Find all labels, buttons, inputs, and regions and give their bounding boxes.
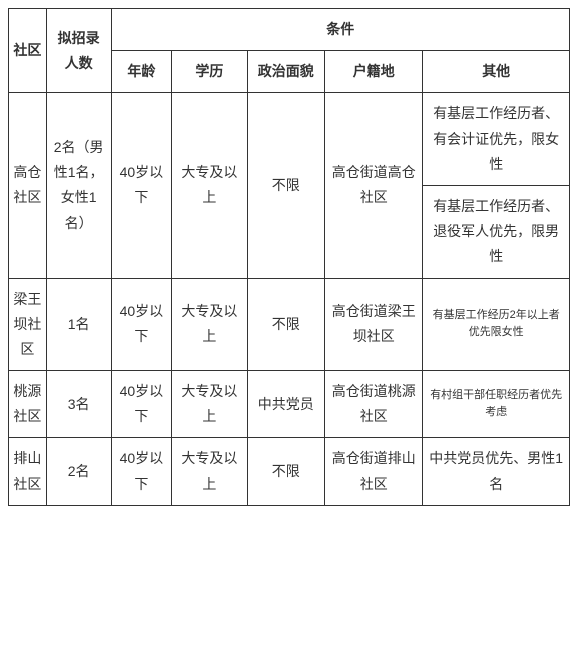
cell-other: 有基层工作经历者、退役军人优先，限男性 xyxy=(423,185,570,278)
header-education: 学历 xyxy=(172,51,247,93)
cell-age: 40岁以下 xyxy=(111,93,172,278)
header-political: 政治面貌 xyxy=(247,51,324,93)
cell-residence: 高仓街道梁王坝社区 xyxy=(325,278,423,371)
cell-education: 大专及以上 xyxy=(172,438,247,505)
recruitment-table: 社区 拟招录人数 条件 年龄 学历 政治面貌 户籍地 其他 高仓社区 2名（男性… xyxy=(8,8,570,506)
cell-community: 桃源社区 xyxy=(9,371,47,438)
header-row-1: 社区 拟招录人数 条件 xyxy=(9,9,570,51)
header-age: 年龄 xyxy=(111,51,172,93)
cell-count: 3名 xyxy=(46,371,111,438)
cell-community: 梁王坝社区 xyxy=(9,278,47,371)
cell-residence: 高仓街道高仓社区 xyxy=(325,93,423,278)
table-row: 排山社区 2名 40岁以下 大专及以上 不限 高仓街道排山社区 中共党员优先、男… xyxy=(9,438,570,505)
table-row: 梁王坝社区 1名 40岁以下 大专及以上 不限 高仓街道梁王坝社区 有基层工作经… xyxy=(9,278,570,371)
cell-age: 40岁以下 xyxy=(111,371,172,438)
table-row: 桃源社区 3名 40岁以下 大专及以上 中共党员 高仓街道桃源社区 有村组干部任… xyxy=(9,371,570,438)
cell-political: 不限 xyxy=(247,93,324,278)
cell-education: 大专及以上 xyxy=(172,93,247,278)
cell-community: 高仓社区 xyxy=(9,93,47,278)
cell-other: 有基层工作经历2年以上者优先限女性 xyxy=(423,278,570,371)
cell-count: 2名 xyxy=(46,438,111,505)
cell-political: 中共党员 xyxy=(247,371,324,438)
header-conditions: 条件 xyxy=(111,9,569,51)
header-count: 拟招录人数 xyxy=(46,9,111,93)
cell-other: 有基层工作经历者、有会计证优先，限女性 xyxy=(423,93,570,186)
cell-age: 40岁以下 xyxy=(111,278,172,371)
table-row: 高仓社区 2名（男性1名，女性1名） 40岁以下 大专及以上 不限 高仓街道高仓… xyxy=(9,93,570,186)
cell-residence: 高仓街道排山社区 xyxy=(325,438,423,505)
cell-education: 大专及以上 xyxy=(172,371,247,438)
cell-political: 不限 xyxy=(247,438,324,505)
cell-community: 排山社区 xyxy=(9,438,47,505)
header-residence: 户籍地 xyxy=(325,51,423,93)
header-community: 社区 xyxy=(9,9,47,93)
cell-residence: 高仓街道桃源社区 xyxy=(325,371,423,438)
cell-count: 1名 xyxy=(46,278,111,371)
cell-age: 40岁以下 xyxy=(111,438,172,505)
cell-other: 有村组干部任职经历者优先考虑 xyxy=(423,371,570,438)
header-other: 其他 xyxy=(423,51,570,93)
cell-political: 不限 xyxy=(247,278,324,371)
cell-other: 中共党员优先、男性1名 xyxy=(423,438,570,505)
cell-education: 大专及以上 xyxy=(172,278,247,371)
cell-count: 2名（男性1名，女性1名） xyxy=(46,93,111,278)
